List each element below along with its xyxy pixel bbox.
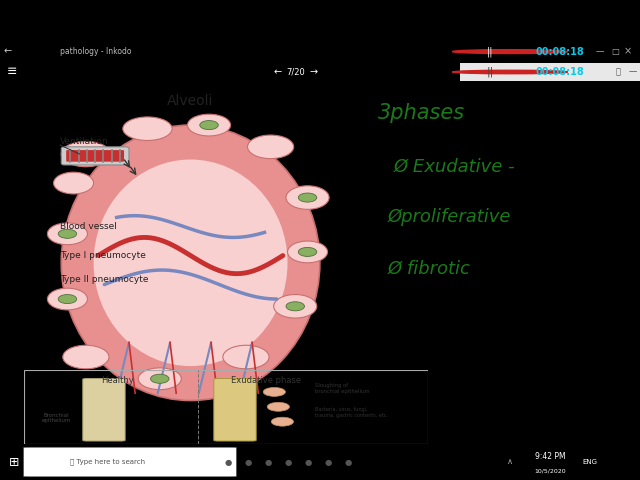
Ellipse shape <box>274 295 317 318</box>
Text: Exudative phase: Exudative phase <box>231 375 301 384</box>
Ellipse shape <box>263 387 285 396</box>
Text: —: — <box>629 68 637 76</box>
Ellipse shape <box>61 142 111 167</box>
Text: ⊞: ⊞ <box>9 456 19 468</box>
Text: ●: ● <box>324 457 332 467</box>
FancyBboxPatch shape <box>214 379 256 441</box>
FancyBboxPatch shape <box>83 379 125 441</box>
Text: —: — <box>596 47 604 56</box>
Text: Healthy: Healthy <box>100 375 133 384</box>
Ellipse shape <box>200 120 218 130</box>
FancyBboxPatch shape <box>24 447 236 477</box>
Text: Blood vessel: Blood vessel <box>60 222 117 231</box>
Ellipse shape <box>47 223 88 245</box>
Ellipse shape <box>223 345 269 369</box>
FancyBboxPatch shape <box>61 147 129 165</box>
Text: →: → <box>310 67 318 77</box>
Ellipse shape <box>287 241 328 263</box>
FancyBboxPatch shape <box>460 63 640 81</box>
Ellipse shape <box>93 159 287 366</box>
Text: ←: ← <box>4 47 12 57</box>
Ellipse shape <box>188 114 230 136</box>
Ellipse shape <box>150 374 169 384</box>
Text: ←: ← <box>274 67 282 77</box>
Text: Ø fibrotic: Ø fibrotic <box>388 259 470 277</box>
Text: Øproliferative: Øproliferative <box>388 208 511 227</box>
Text: 🔍 Type here to search: 🔍 Type here to search <box>70 459 145 465</box>
Text: Sloughing of
bronchial epithelium: Sloughing of bronchial epithelium <box>315 383 369 394</box>
Ellipse shape <box>138 368 181 390</box>
Text: 7/20: 7/20 <box>287 68 305 76</box>
Ellipse shape <box>298 193 317 202</box>
Text: Ø Exudative -: Ø Exudative - <box>394 158 515 176</box>
Text: ●: ● <box>225 457 232 467</box>
Text: ●: ● <box>284 457 292 467</box>
Ellipse shape <box>286 302 305 311</box>
Text: ●: ● <box>244 457 252 467</box>
Text: ●: ● <box>305 457 312 467</box>
Text: □: □ <box>611 47 619 56</box>
Ellipse shape <box>54 172 93 194</box>
Text: Type II pneumocyte: Type II pneumocyte <box>60 275 148 284</box>
Text: 10/5/2020: 10/5/2020 <box>534 468 566 473</box>
Ellipse shape <box>58 229 77 239</box>
Text: Alveoli: Alveoli <box>168 94 214 108</box>
Text: pathology - Inkodo: pathology - Inkodo <box>60 47 131 56</box>
Text: 00:08:18: 00:08:18 <box>536 47 584 57</box>
Circle shape <box>452 70 568 74</box>
Ellipse shape <box>77 150 95 158</box>
Ellipse shape <box>298 247 317 256</box>
Circle shape <box>452 49 568 54</box>
Text: ●: ● <box>264 457 271 467</box>
Ellipse shape <box>63 345 109 369</box>
Ellipse shape <box>268 402 289 411</box>
Ellipse shape <box>271 417 294 426</box>
Text: ||: || <box>487 47 493 57</box>
Text: Bacteria, virus, fungi,
trauma, gastric contents, etc.: Bacteria, virus, fungi, trauma, gastric … <box>315 407 387 418</box>
Text: Ventilation: Ventilation <box>60 137 109 146</box>
Text: 9:42 PM: 9:42 PM <box>534 452 565 461</box>
Ellipse shape <box>47 288 88 310</box>
Ellipse shape <box>248 135 294 158</box>
Text: ∧: ∧ <box>507 457 513 467</box>
Text: ×: × <box>624 47 632 57</box>
Text: ||: || <box>486 67 493 77</box>
Text: 00:08:18: 00:08:18 <box>536 67 584 77</box>
Text: 3phases: 3phases <box>378 103 465 123</box>
Ellipse shape <box>123 117 172 141</box>
Ellipse shape <box>61 125 320 400</box>
Ellipse shape <box>286 186 329 209</box>
Ellipse shape <box>58 295 77 303</box>
FancyBboxPatch shape <box>66 150 124 162</box>
Text: ≡: ≡ <box>7 65 17 79</box>
Text: 🔗: 🔗 <box>616 68 621 76</box>
Text: Type I pneumocyte: Type I pneumocyte <box>60 251 146 260</box>
Text: ●: ● <box>344 457 351 467</box>
Text: Bronchial
epithelium: Bronchial epithelium <box>42 413 71 423</box>
Text: ENG: ENG <box>582 459 598 465</box>
